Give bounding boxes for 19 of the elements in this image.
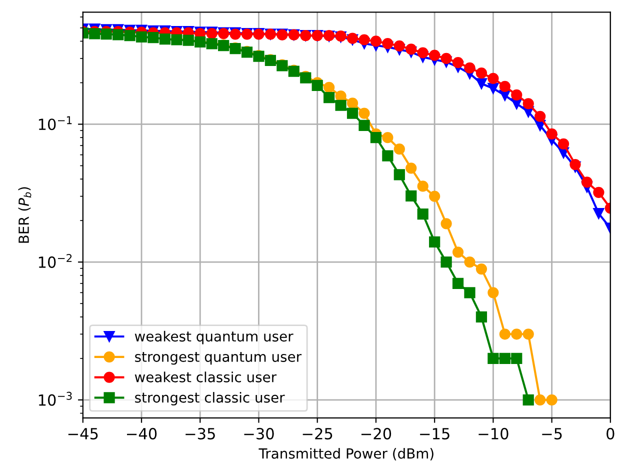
x-tick-label: −5	[542, 428, 562, 440]
legend-label: weakest classic user	[134, 372, 277, 382]
x-tick-label: −40	[127, 428, 157, 440]
x-tick-label: −45	[68, 428, 98, 440]
legend-label: strongest classic user	[135, 392, 285, 406]
legend-label: weakest quantum user	[134, 330, 294, 344]
x-tick-label: 0	[606, 428, 614, 440]
y-tick-label: 10$^{−2}$	[38, 254, 72, 268]
x-tick-label: −25	[302, 428, 332, 440]
x-tick-label: −15	[420, 428, 450, 440]
y-tick-label: 10$^{−3}$	[38, 392, 72, 406]
legend-label: strongest quantum user	[135, 352, 302, 365]
x-tick-label: −30	[244, 428, 274, 440]
x-tick-label: −20	[361, 428, 392, 440]
x-axis-title: Transmitted Power (dBm)	[258, 448, 434, 460]
x-tick-label: −10	[478, 428, 508, 440]
x-tick-label: −35	[186, 428, 215, 440]
y-axis-title: BER (P$_{b}$)	[18, 187, 32, 243]
y-tick-label: 10$^{−1}$	[38, 116, 72, 130]
